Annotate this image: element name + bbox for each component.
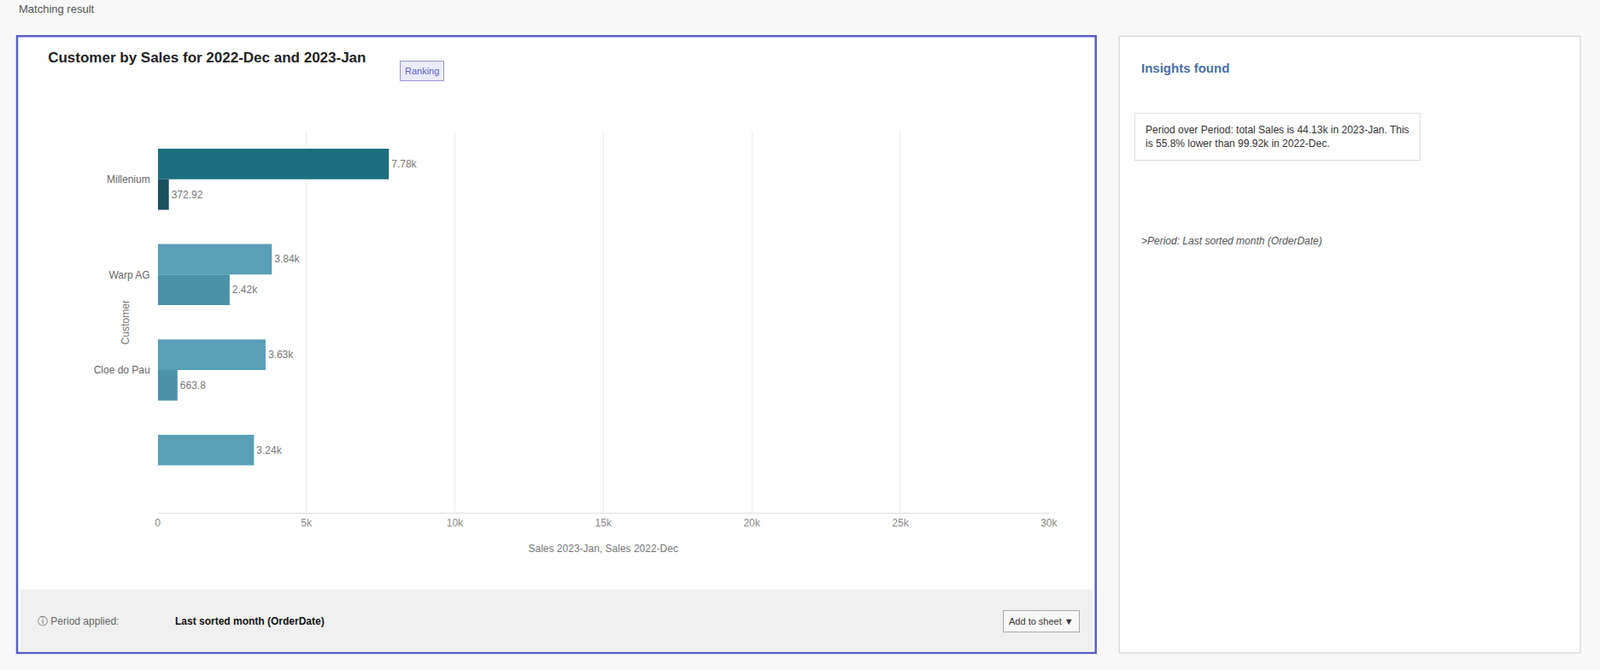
svg-text:Millenium: Millenium bbox=[106, 173, 151, 186]
svg-text:20k: 20k bbox=[743, 516, 761, 529]
svg-text:30k: 30k bbox=[1040, 516, 1058, 529]
svg-text:Customer by Sales for 2022-Dec: Customer by Sales for 2022-Dec and 2023-… bbox=[47, 49, 366, 66]
svg-text:15k: 15k bbox=[595, 516, 613, 529]
svg-text:7.78k: 7.78k bbox=[391, 158, 417, 170]
svg-text:5k: 5k bbox=[300, 516, 313, 529]
svg-text:Sales 2023-Jan, Sales 2022-Dec: Sales 2023-Jan, Sales 2022-Dec bbox=[528, 542, 679, 555]
svg-text:25k: 25k bbox=[891, 516, 909, 529]
svg-text:2.42k: 2.42k bbox=[232, 283, 258, 296]
svg-text:0: 0 bbox=[154, 516, 161, 529]
svg-text:3.84k: 3.84k bbox=[274, 252, 300, 265]
svg-text:ⓘ Period applied:: ⓘ Period applied: bbox=[37, 615, 119, 628]
svg-text:Ranking: Ranking bbox=[404, 65, 440, 77]
svg-text:Matching result: Matching result bbox=[18, 2, 95, 16]
svg-text:3.24k: 3.24k bbox=[256, 444, 282, 457]
svg-text:Period over Period: total Sale: Period over Period: total Sales is 44.13… bbox=[1145, 123, 1410, 150]
svg-text:3.63k: 3.63k bbox=[268, 348, 294, 361]
svg-text:Cloe do Pau: Cloe do Pau bbox=[93, 363, 151, 376]
svg-text:Customer: Customer bbox=[119, 299, 132, 345]
svg-text:372.92: 372.92 bbox=[171, 188, 204, 201]
svg-text:Add to sheet ▼: Add to sheet ▼ bbox=[1008, 615, 1074, 627]
svg-text:Insights found: Insights found bbox=[1141, 60, 1230, 76]
svg-text:Last sorted month (OrderDate): Last sorted month (OrderDate) bbox=[175, 615, 325, 628]
svg-text:>Period: Last sorted month (Or: >Period: Last sorted month (OrderDate) bbox=[1141, 234, 1323, 247]
svg-text:Warp AG: Warp AG bbox=[108, 269, 150, 282]
svg-text:10k: 10k bbox=[446, 516, 464, 529]
svg-text:663.8: 663.8 bbox=[180, 379, 206, 392]
